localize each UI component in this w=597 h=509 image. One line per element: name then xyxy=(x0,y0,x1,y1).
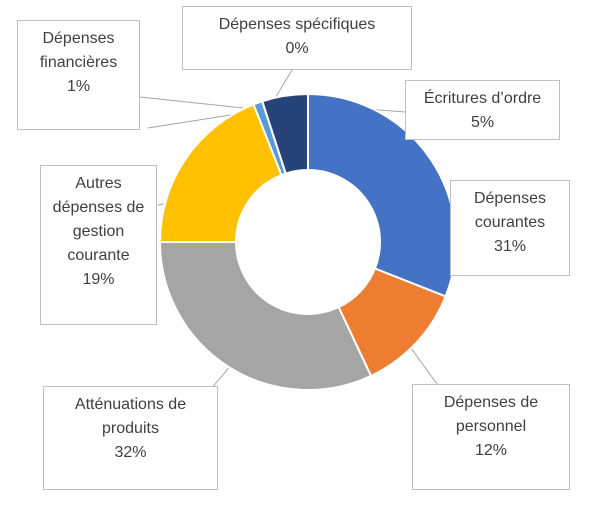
data-label: Atténuations de produits 32% xyxy=(43,386,218,490)
category-name: Dépenses de personnel xyxy=(443,394,539,435)
category-name: Dépenses spécifiques xyxy=(218,16,376,33)
slice xyxy=(158,103,283,243)
percent-label: 0% xyxy=(285,40,309,57)
category-name: Dépenses courantes xyxy=(473,190,547,231)
data-label: Dépenses de personnel 12% xyxy=(412,384,570,490)
slice xyxy=(158,241,373,391)
percent-label: 12% xyxy=(474,442,508,459)
percent-label: 32% xyxy=(114,444,147,461)
percent-label: 19% xyxy=(82,271,115,288)
category-name: Atténuations de produits xyxy=(74,396,187,437)
category-name: Écritures d’ordre xyxy=(423,90,542,107)
slices xyxy=(158,92,457,391)
data-label: Dépenses financières 1% xyxy=(17,20,140,130)
percent-label: 31% xyxy=(493,238,527,255)
data-label: Autres dépenses de gestion courante 19% xyxy=(40,165,157,325)
category-name: Autres dépenses de gestion courante xyxy=(52,175,145,264)
category-name: Dépenses financières xyxy=(39,30,118,71)
data-label: Dépenses spécifiques 0% xyxy=(182,6,412,70)
percent-label: 5% xyxy=(470,114,495,131)
percent-label: 1% xyxy=(66,78,91,95)
data-label: Écritures d’ordre 5% xyxy=(405,80,560,140)
slice xyxy=(261,92,309,175)
data-label: Dépenses courantes 31% xyxy=(450,180,570,276)
